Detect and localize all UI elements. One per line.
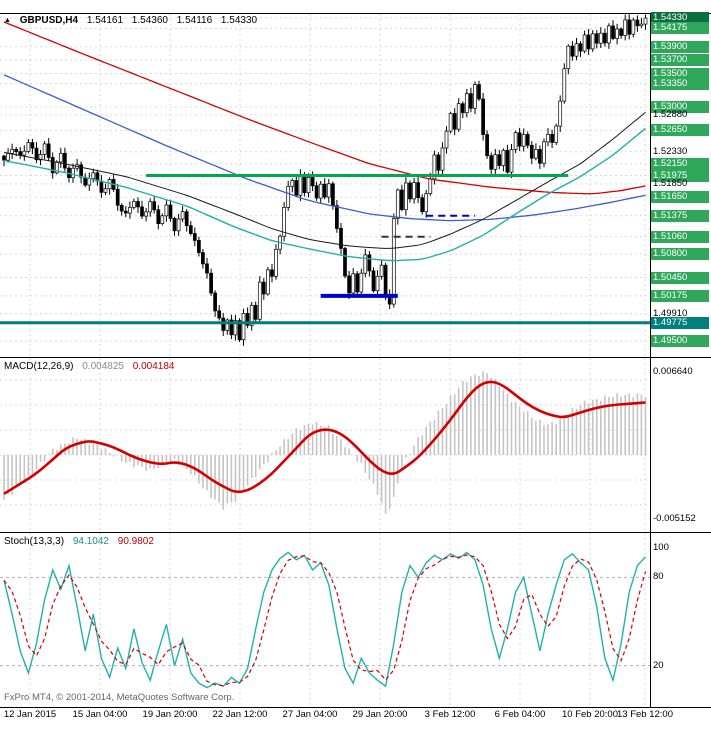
ma-teal-line [3,127,646,262]
time-axis[interactable]: 12 Jan 2015 15 Jan 04:00 19 Jan 20:00 22 Ja… [0,709,711,729]
stoch-axis-label-100: 100 [653,542,669,553]
time-label-19-Jan-20-00: 19 Jan 20:00 [142,709,198,720]
symbol-period-label: GBPUSD,H4 [19,15,79,26]
macd-axis-label--0.005152: -0.005152 [653,513,696,524]
time-label-6-Feb-04-00: 6 Feb 04:00 [494,709,546,720]
time-label-3-Feb-12-00: 3 Feb 12:00 [424,709,476,720]
gridlines [0,14,650,706]
price-label-1.52880: 1.52880 [653,109,688,120]
price-label-1.50800: 1.50800 [651,248,709,260]
macd-signal-value: 0.004184 [132,361,175,372]
price-label-1.53350: 1.53350 [651,78,709,90]
stoch-axis-label-80: 80 [653,571,664,582]
price-label-1.51375: 1.51375 [651,210,709,222]
stoch-label: Stoch(13,3,3) [4,536,65,547]
panel-borders [0,13,711,708]
ma-blue-line [3,74,646,222]
open-value: 1.54161 [86,15,124,26]
stoch-k-value: 94.1042 [72,536,109,547]
ma-black-line [3,111,646,249]
price-label-1.52330: 1.52330 [653,146,688,157]
main-chart-header: ▲ GBPUSD,H4 1.54161 1.54360 1.54116 1.54… [4,15,263,26]
price-label-1.49910: 1.49910 [653,308,688,319]
symbol-icon: ▲ [4,17,11,24]
price-label-1.53900: 1.53900 [651,41,709,53]
price-label-1.54175: 1.54175 [651,22,709,34]
stoch-header: Stoch(13,3,3) 94.1042 90.9802 [4,536,160,547]
price-label-1.50175: 1.50175 [651,290,709,302]
time-label-13-Feb-12-00: 13 Feb 12:00 [617,709,673,720]
time-label-27-Jan-04-00: 27 Jan 04:00 [282,709,338,720]
macd-axis-label-0.006640: 0.006640 [653,366,693,377]
price-label-1.52650: 1.52650 [651,124,709,136]
macd-label: MACD(12,26,9) [4,361,74,372]
macd-signal-line [3,380,646,495]
price-label-1.51850: 1.51850 [653,178,688,189]
price-label-1.49500: 1.49500 [651,335,709,347]
price-label-1.53700: 1.53700 [651,54,709,66]
candlesticks [2,14,648,346]
stoch-axis-label-20: 20 [653,660,664,671]
ma-red-line [3,21,646,195]
price-label-1.51975: 1.51975 [651,170,709,182]
stoch-k-line [3,551,647,689]
stoch-d-line [3,554,647,687]
time-label-29-Jan-20-00: 29 Jan 20:00 [352,709,408,720]
high-value: 1.54360 [131,15,168,26]
price-label-1.54330: 1.54330 [651,12,709,24]
macd-header: MACD(12,26,9) 0.004825 0.004184 [4,361,180,372]
price-label-1.50450: 1.50450 [651,272,709,284]
price-label-1.49775: 1.49775 [651,317,709,329]
close-value: 1.54330 [220,15,258,26]
copyright-label: FxPro MT4, © 2001-2014, MetaQuotes Softw… [4,692,235,703]
stoch-d-value: 90.9802 [117,536,154,547]
time-label-12-Jan-2015: 12 Jan 2015 [3,709,57,720]
price-label-1.53500: 1.53500 [651,68,709,80]
price-label-1.53000: 1.53000 [651,101,709,113]
time-label-15-Jan-04-00: 15 Jan 04:00 [72,709,128,720]
macd-main-value: 0.004825 [82,361,124,372]
time-label-22-Jan-12-00: 22 Jan 12:00 [212,709,268,720]
price-axis[interactable]: 1.54330 1.54175 1.53900 1.53700 1.53500 1.533… [651,0,711,707]
price-label-1.51060: 1.51060 [651,231,709,243]
time-label-10-Feb-20-00: 10 Feb 20:00 [562,709,618,720]
price-label-1.51650: 1.51650 [651,191,709,203]
price-label-1.52150: 1.52150 [651,158,709,170]
low-value: 1.54116 [176,15,213,26]
